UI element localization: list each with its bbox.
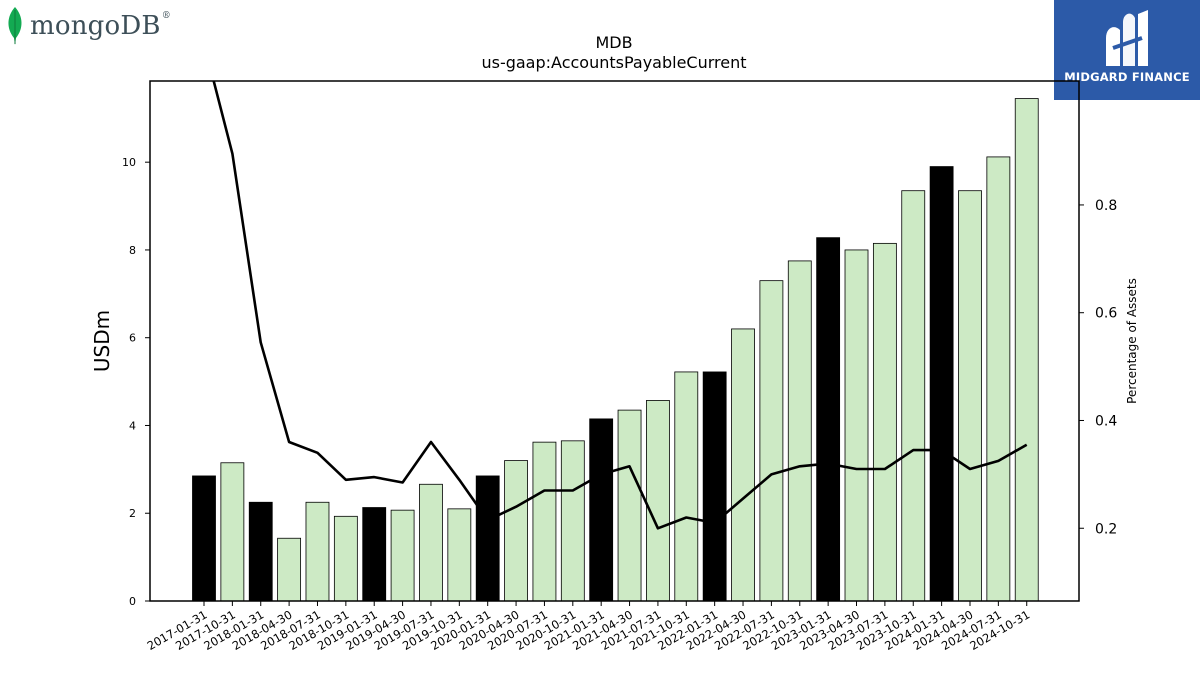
bar-series — [192, 98, 1039, 602]
midgard-finance-name: MIDGARD FINANCE — [1064, 70, 1190, 84]
midgard-logo-icon — [1106, 10, 1148, 66]
bar — [277, 537, 302, 602]
y2-tick-label: 0.8 — [1095, 198, 1117, 214]
bar — [844, 249, 869, 602]
bar — [333, 515, 358, 602]
chart-title: MDB — [595, 33, 632, 52]
bar — [475, 475, 500, 602]
mongodb-logo: mongoDB® — [4, 4, 171, 48]
bar — [617, 409, 642, 602]
y-axis-label: USDm — [90, 310, 114, 372]
bar — [901, 190, 926, 602]
bar — [1014, 98, 1039, 602]
mongodb-wordmark: mongoDB® — [30, 11, 171, 41]
y-axis-ticks: 0 2 4 6 8 10 — [122, 156, 150, 608]
bar — [192, 475, 216, 602]
bar — [589, 418, 614, 602]
bar — [419, 483, 443, 602]
bar — [986, 156, 1011, 602]
percentage-line-series — [212, 81, 1028, 530]
bar — [958, 190, 982, 602]
bar — [504, 460, 528, 602]
y-tick-label: 6 — [129, 332, 136, 345]
y-tick-label: 2 — [129, 507, 136, 520]
bar — [560, 440, 585, 602]
bar — [646, 400, 670, 602]
y-tick-label: 0 — [129, 595, 136, 608]
y-tick-label: 4 — [129, 419, 136, 432]
bar — [702, 371, 727, 602]
y-tick-label: 8 — [129, 244, 136, 257]
bar — [248, 501, 273, 602]
bar — [362, 507, 387, 602]
y2-tick-label: 0.6 — [1095, 306, 1117, 322]
y2-axis-ticks: 0.2 0.4 0.6 0.8 — [1079, 198, 1117, 537]
bar — [787, 260, 812, 602]
y2-tick-label: 0.2 — [1095, 521, 1117, 537]
bar — [532, 441, 557, 602]
bar — [674, 371, 699, 602]
bar — [872, 242, 897, 602]
x-axis-ticks: 2017-01-312017-10-312018-01-312018-04-30… — [145, 601, 1032, 653]
plot-frame — [149, 80, 1080, 602]
bar — [759, 280, 784, 602]
leaf-icon — [8, 7, 22, 45]
bar — [816, 237, 841, 602]
bar — [305, 501, 330, 602]
y2-tick-label: 0.4 — [1095, 413, 1117, 429]
y-tick-label: 10 — [122, 156, 136, 169]
bar — [731, 328, 755, 602]
bar — [447, 508, 472, 602]
y2-axis-label: Percentage of Assets — [1125, 278, 1139, 404]
bar — [390, 509, 415, 602]
percentage-line — [212, 81, 1028, 530]
chart-subtitle: us-gaap:AccountsPayableCurrent — [481, 53, 746, 72]
bar — [929, 166, 954, 602]
bar — [220, 462, 245, 602]
